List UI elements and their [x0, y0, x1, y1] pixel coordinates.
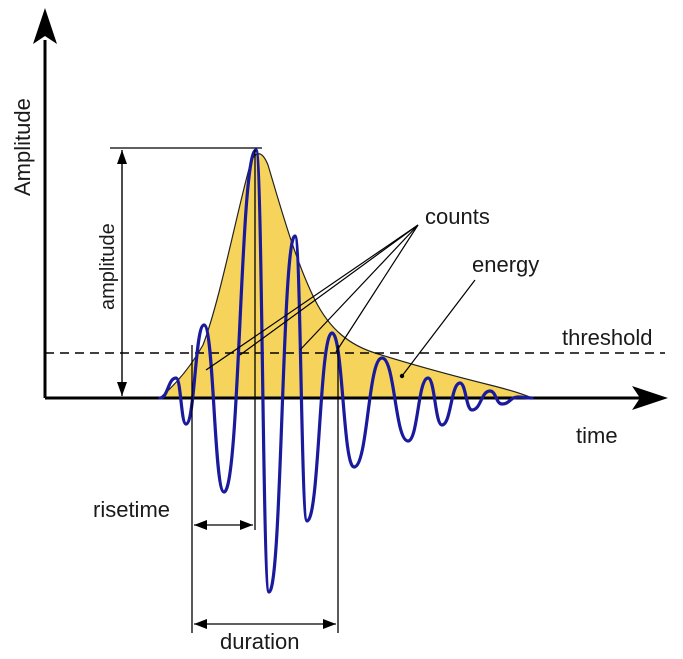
x-axis-arrow: [632, 386, 668, 410]
counts-label: counts: [425, 204, 490, 229]
y-axis-label: Amplitude: [10, 98, 35, 196]
duration-arrow-left: [194, 619, 207, 629]
risetime-arrow-left: [194, 520, 207, 530]
amplitude-arrow-bottom: [117, 382, 127, 396]
amplitude-label: amplitude: [97, 223, 119, 310]
x-axis-label: time: [576, 423, 618, 448]
energy-envelope: [158, 153, 533, 399]
y-axis-arrow: [33, 8, 57, 44]
risetime-label: risetime: [93, 497, 170, 522]
threshold-label: threshold: [562, 325, 653, 350]
counts-leader-lines: [205, 224, 419, 371]
energy-leader-dot: [399, 373, 405, 379]
risetime-arrow-right: [240, 520, 253, 530]
duration-label: duration: [220, 629, 300, 654]
energy-label: energy: [472, 252, 539, 277]
energy-leader-line: [401, 279, 476, 377]
duration-arrow-right: [323, 619, 336, 629]
amplitude-arrow-top: [117, 150, 127, 164]
ae-waveform: [158, 148, 534, 594]
